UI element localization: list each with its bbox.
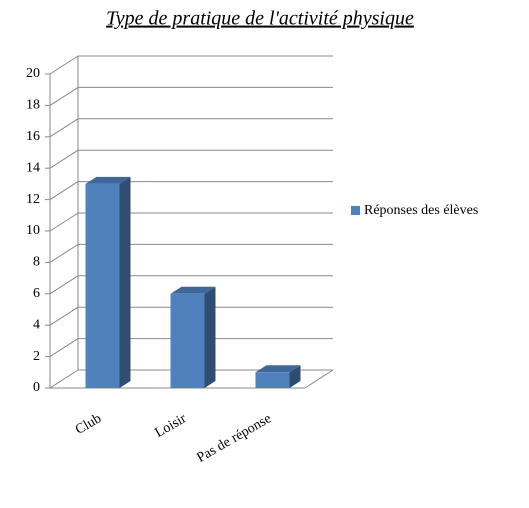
x-tick-label: Pas de réponse: [195, 411, 275, 466]
x-tick-label: Club: [73, 411, 104, 438]
floor-edge: [304, 369, 334, 389]
grid-line: [49, 181, 79, 201]
grid-line: [49, 149, 79, 169]
y-tick-label: 14: [26, 160, 40, 175]
y-tick-label: 4: [33, 317, 40, 332]
grid-line: [49, 275, 79, 295]
y-tick-label: 18: [26, 98, 40, 113]
bar-top: [255, 365, 301, 373]
chart-title: Type de pratique de l'activité physique: [106, 8, 414, 30]
y-tick-label: 8: [33, 255, 40, 270]
grid-line: [49, 55, 79, 75]
legend-label: Réponses des élèves: [364, 203, 478, 218]
bar-top: [170, 286, 216, 294]
y-tick-label: 20: [26, 66, 40, 81]
grid-line: [49, 118, 79, 138]
grid-line: [49, 212, 79, 232]
x-tick-label: Loisir: [153, 411, 190, 441]
y-tick-label: 2: [33, 349, 40, 364]
y-tick-label: 0: [33, 380, 40, 395]
bar-top: [85, 176, 131, 184]
grid-line: [49, 243, 79, 263]
bar: [85, 183, 120, 388]
y-tick-label: 10: [26, 223, 40, 238]
grid-line: [49, 306, 79, 326]
y-tick-label: 6: [33, 286, 40, 301]
grid-line: [49, 86, 79, 106]
bar-side: [119, 176, 131, 388]
bar-side: [204, 286, 216, 388]
bar: [170, 293, 205, 388]
bar-side: [289, 365, 301, 388]
legend-swatch: [351, 206, 360, 215]
y-tick-label: 16: [26, 129, 40, 144]
grid-line: [49, 369, 79, 389]
y-tick-label: 12: [26, 192, 40, 207]
grid-line: [49, 338, 79, 358]
bar: [255, 372, 290, 388]
